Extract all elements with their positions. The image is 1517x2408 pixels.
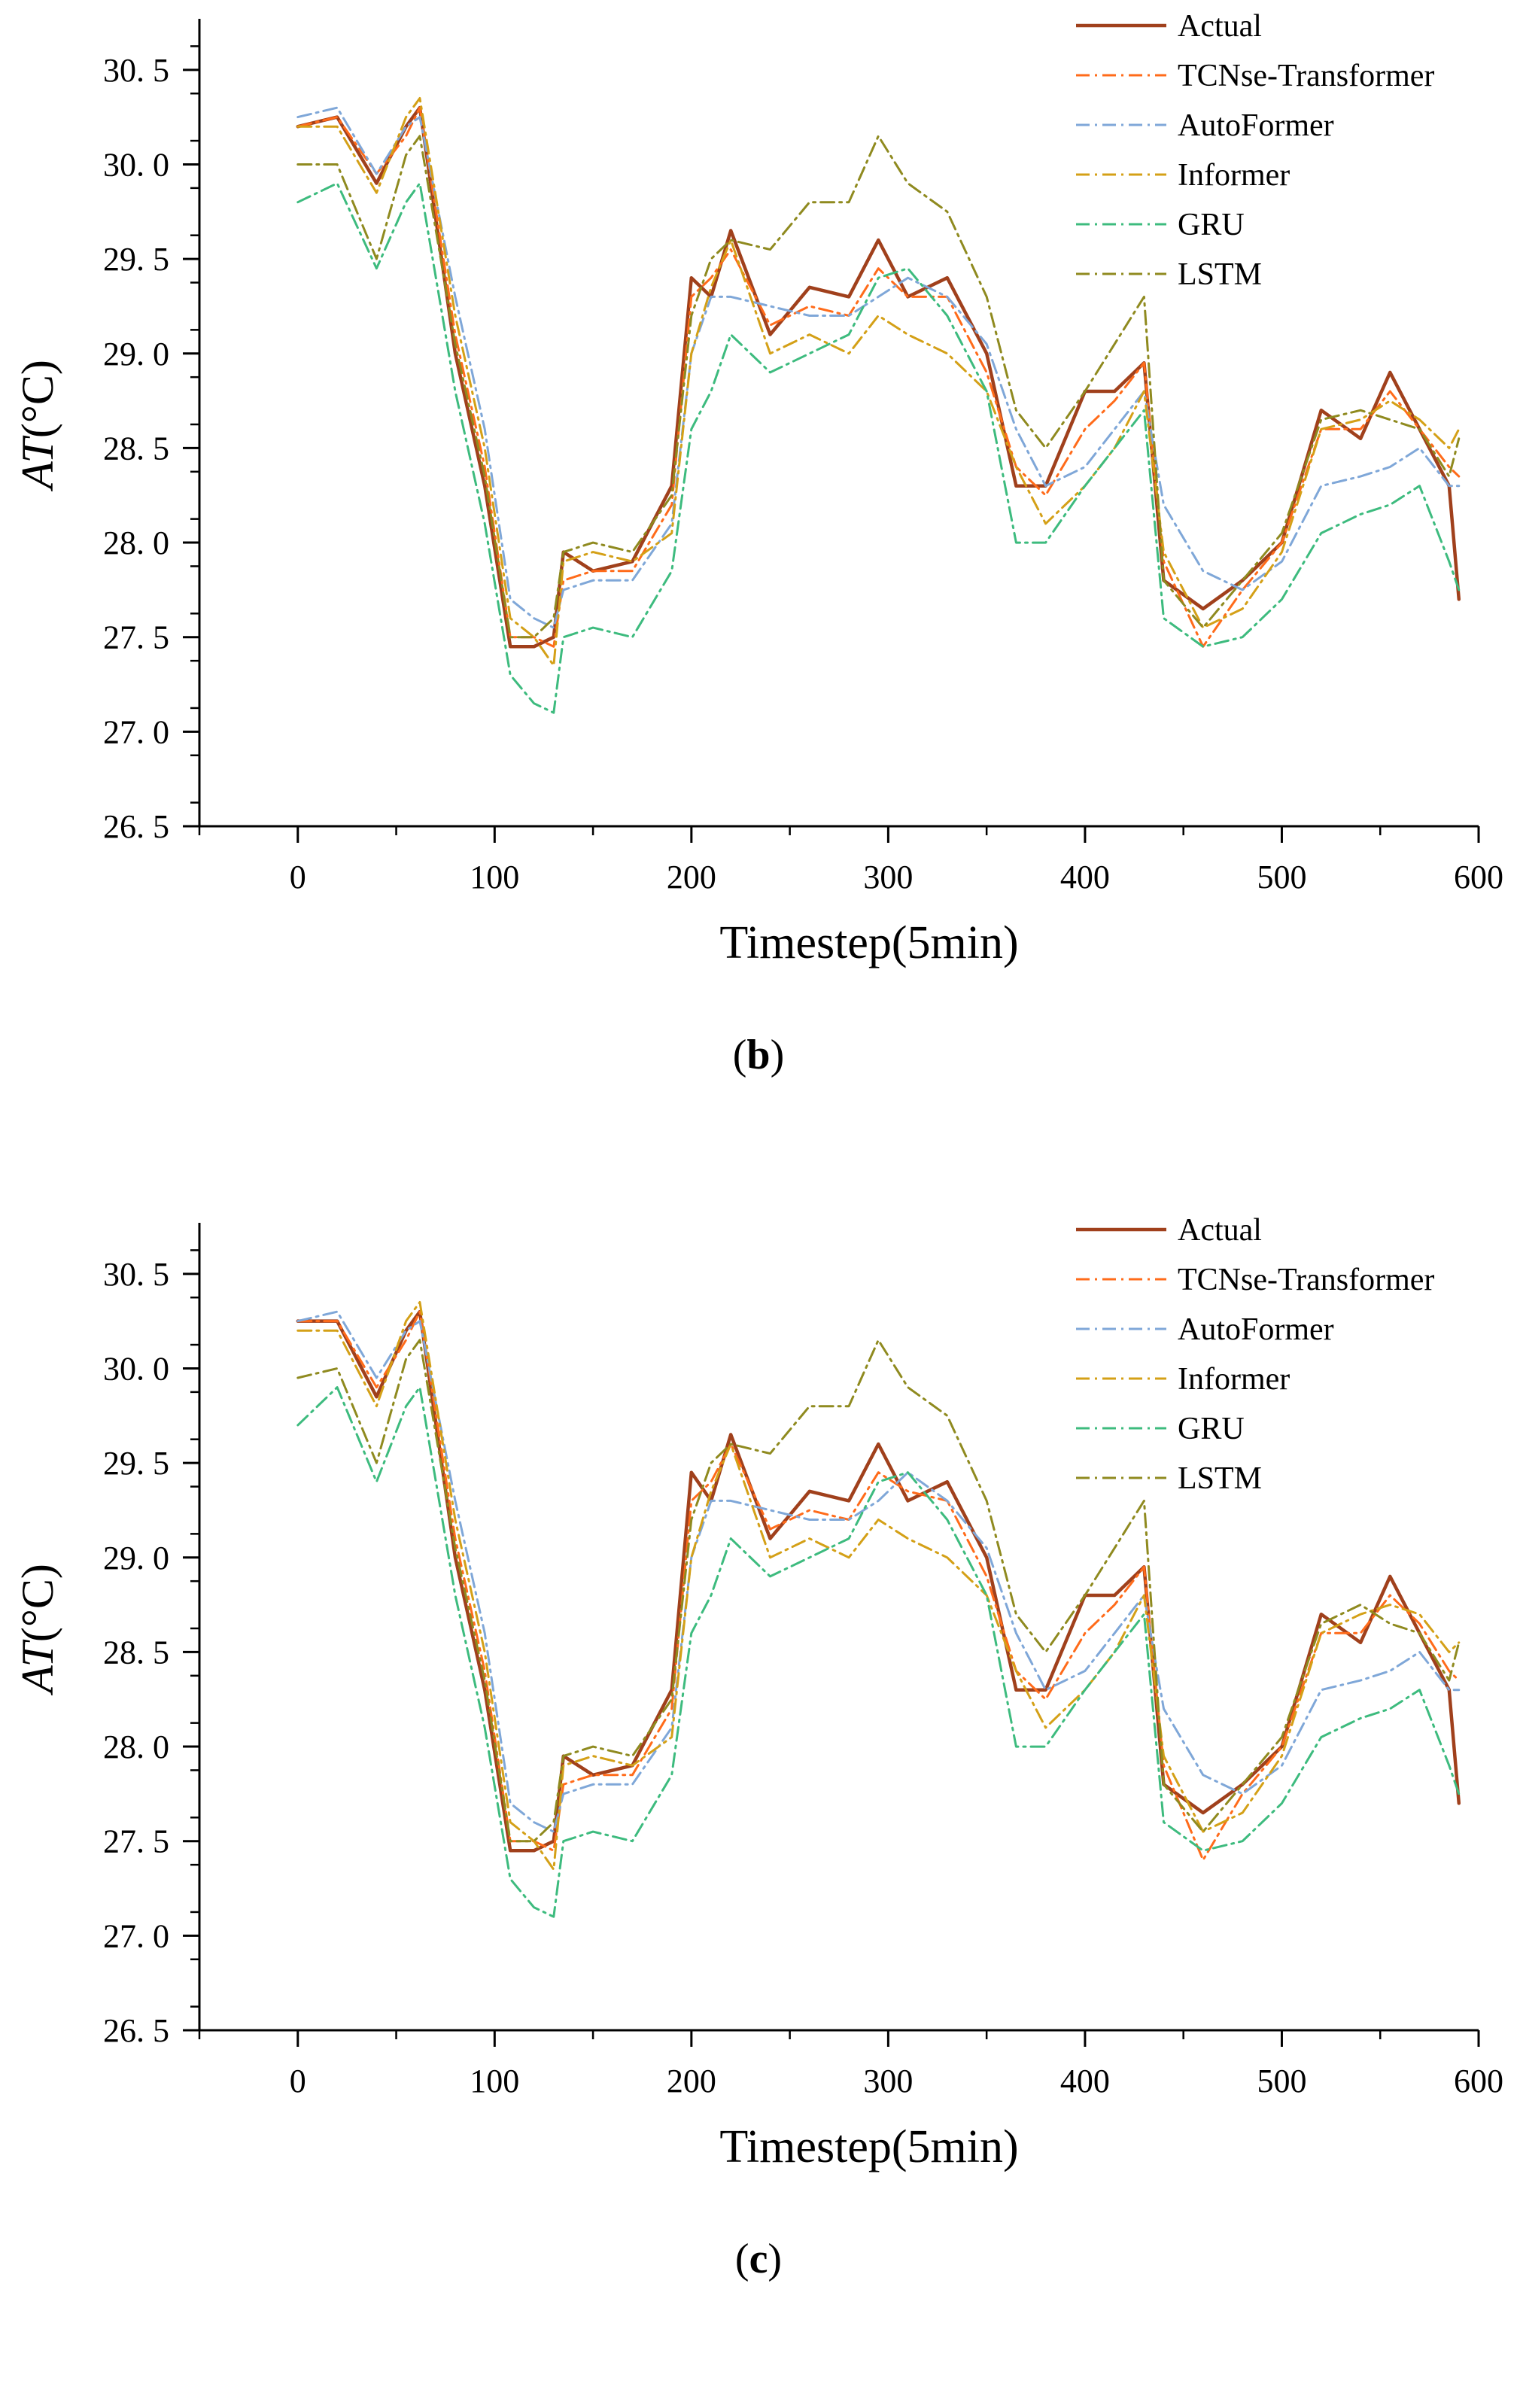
series-line-gru (296, 1386, 1461, 1918)
chart-panel-b: 0 100 200 300 400 500 600 26. 5 27. 0 27. 5 28. 0 2… (0, 9, 1517, 1079)
y-axis-label-unit: (°C) (13, 360, 62, 438)
x-tick-label: 200 (667, 2063, 716, 2099)
series-line-gru (296, 182, 1461, 714)
y-tick-label: 26. 5 (103, 808, 169, 845)
x-axis-label: Timestep(5min) (719, 917, 1018, 968)
x-tick-label: 0 (290, 2063, 306, 2099)
caption-c-close: ) (768, 2236, 783, 2282)
chart-panel-c: 0 100 200 300 400 500 600 26. 5 27. 0 27. 5 28. 0 2… (0, 1204, 1517, 2408)
legend-label: Actual (1178, 1213, 1262, 1248)
series-line-actual (296, 105, 1461, 649)
y-tick-label: 30. 5 (103, 52, 169, 89)
legend-label: TCNse-Transformer (1178, 59, 1434, 93)
y-tick-label: 28. 5 (103, 430, 169, 467)
x-tick-label: 300 (863, 859, 913, 895)
x-tick-label: 400 (1060, 2063, 1110, 2099)
y-tick-label: 29. 5 (103, 1445, 169, 1482)
series-line-lstm (296, 1339, 1461, 1843)
y-axis-label-symbol: AT (13, 435, 62, 491)
y-tick-label: 27. 5 (103, 619, 169, 656)
y-tick-label: 27. 0 (103, 713, 169, 750)
x-tick-label: 100 (470, 2063, 519, 2099)
y-axis-label: AT(°C) (13, 360, 62, 492)
x-tick-label: 400 (1060, 859, 1110, 895)
chart-c-svg: 0 100 200 300 400 500 600 26. 5 27. 0 27. 5 28. 0 2… (13, 1213, 1503, 2172)
legend-label: Informer (1178, 158, 1290, 193)
y-axis-label-symbol: AT (13, 1639, 62, 1695)
x-tick-label: 500 (1257, 2063, 1306, 2099)
chart-b-svg: 0 100 200 300 400 500 600 26. 5 27. 0 27. 5 28. 0 2… (13, 9, 1503, 968)
x-axis-label: Timestep(5min) (719, 2121, 1018, 2172)
y-tick-label: 28. 5 (103, 1634, 169, 1671)
x-tick-label: 300 (863, 2063, 913, 2099)
legend-label: TCNse-Transformer (1178, 1263, 1434, 1297)
series-line-informer (296, 97, 1461, 667)
caption-b-close: ) (770, 1032, 785, 1078)
x-tick-label: 600 (1454, 859, 1503, 895)
series-line-autoformer (296, 1310, 1461, 1833)
caption-b: (b) (0, 1031, 1517, 1079)
legend-label: LSTM (1178, 257, 1262, 292)
legend-label: GRU (1178, 1412, 1245, 1446)
legend-label: AutoFormer (1178, 108, 1334, 143)
y-axis-label-unit: (°C) (13, 1564, 62, 1642)
y-axis-label: AT(°C) (13, 1564, 62, 1696)
legend-label: Actual (1178, 9, 1262, 44)
caption-c-letter: c (749, 2236, 768, 2282)
x-tick-label: 500 (1257, 859, 1306, 895)
series-line-informer (296, 1301, 1461, 1871)
x-tick-label: 600 (1454, 2063, 1503, 2099)
caption-c-open: ( (734, 2236, 749, 2282)
y-tick-label: 29. 5 (103, 241, 169, 278)
x-tick-label: 0 (290, 859, 306, 895)
y-tick-label: 30. 0 (103, 146, 169, 183)
y-tick-label: 30. 5 (103, 1256, 169, 1293)
caption-c: (c) (0, 2235, 1517, 2283)
caption-b-letter: b (746, 1032, 771, 1078)
series-line-actual (296, 1309, 1461, 1853)
caption-b-open: ( (732, 1032, 747, 1078)
series-line-lstm (296, 135, 1461, 639)
y-tick-label: 27. 0 (103, 1917, 169, 1954)
legend-label: AutoFormer (1178, 1312, 1334, 1347)
legend-label: GRU (1178, 208, 1245, 242)
y-tick-label: 27. 5 (103, 1823, 169, 1860)
y-tick-label: 28. 0 (103, 524, 169, 561)
y-tick-label: 26. 5 (103, 2012, 169, 2049)
x-tick-label: 100 (470, 859, 519, 895)
y-tick-label: 28. 0 (103, 1728, 169, 1765)
legend-label: LSTM (1178, 1461, 1262, 1496)
y-tick-label: 29. 0 (103, 1540, 169, 1576)
y-tick-label: 29. 0 (103, 336, 169, 372)
legend-label: Informer (1178, 1362, 1290, 1397)
y-tick-label: 30. 0 (103, 1350, 169, 1387)
x-tick-label: 200 (667, 859, 716, 895)
